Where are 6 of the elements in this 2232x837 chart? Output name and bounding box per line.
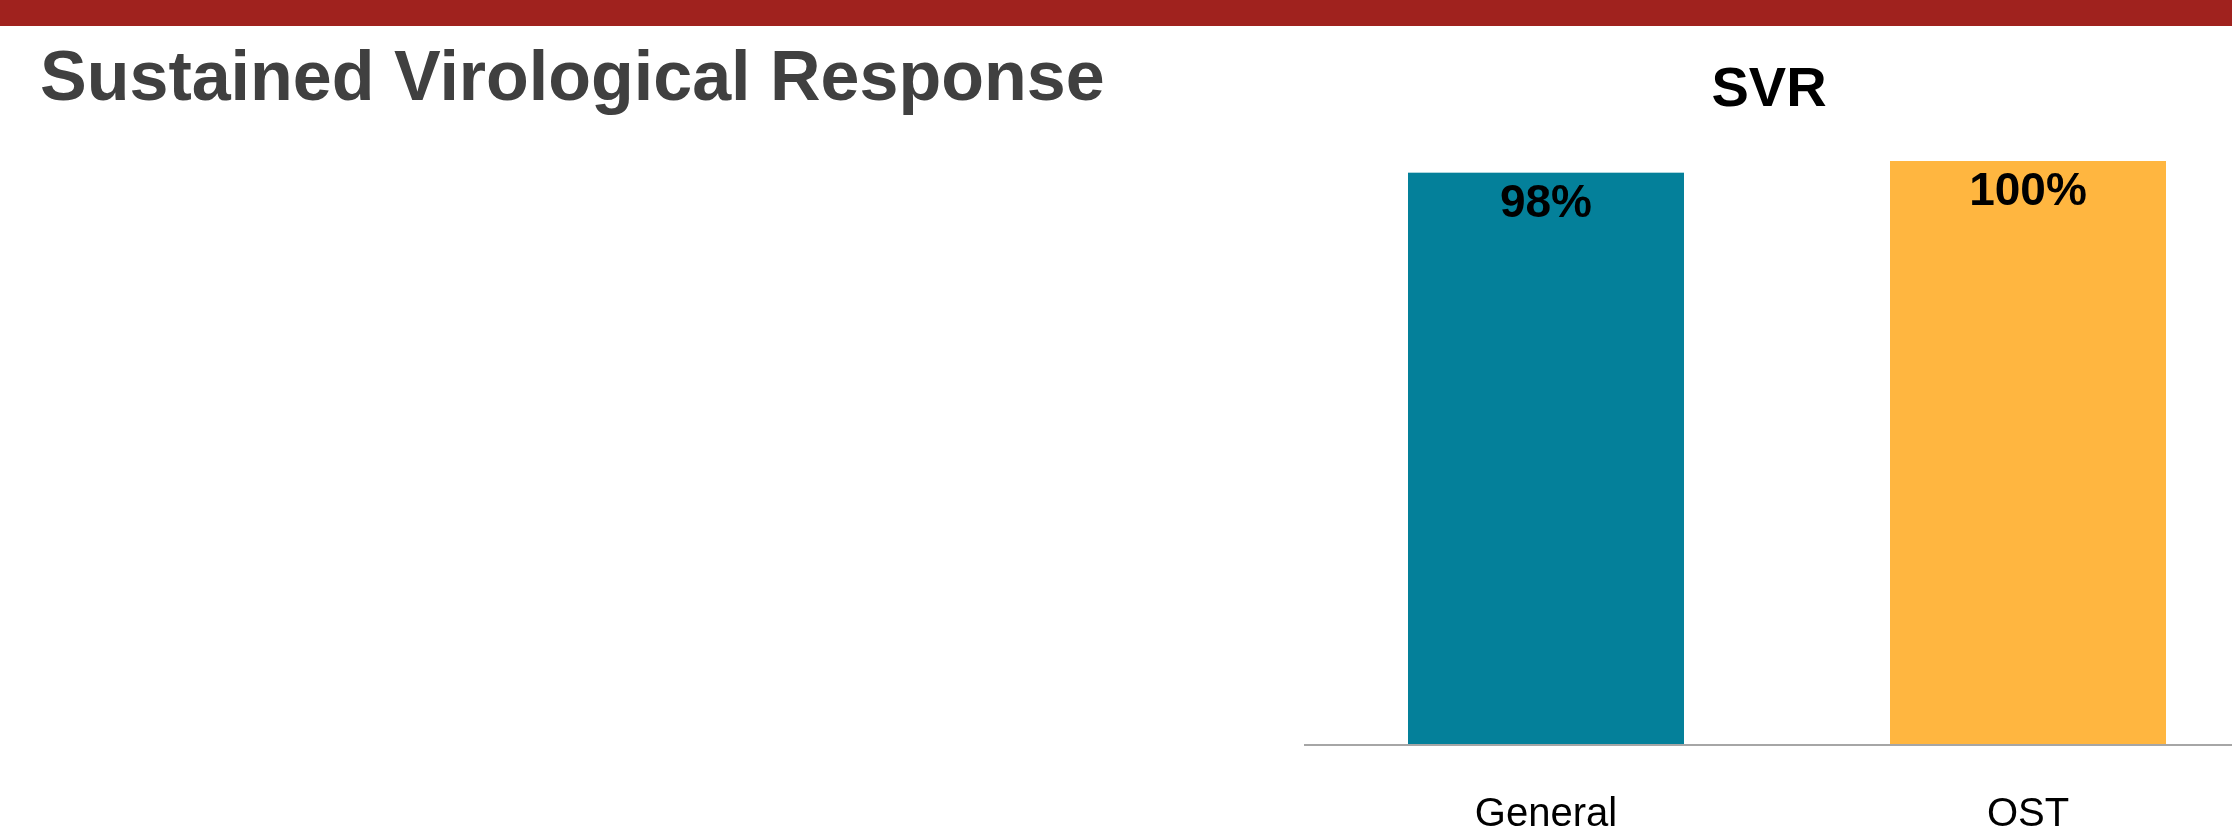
text: Sustained Virological Response (40, 37, 1105, 115)
chart-title: SVR (1711, 55, 1827, 118)
x-tick-label: General (1474, 790, 1618, 834)
data-label: 100% (1969, 163, 2087, 215)
data-label: 98% (1499, 174, 1593, 227)
x-tick-label: OST (1986, 790, 2070, 834)
